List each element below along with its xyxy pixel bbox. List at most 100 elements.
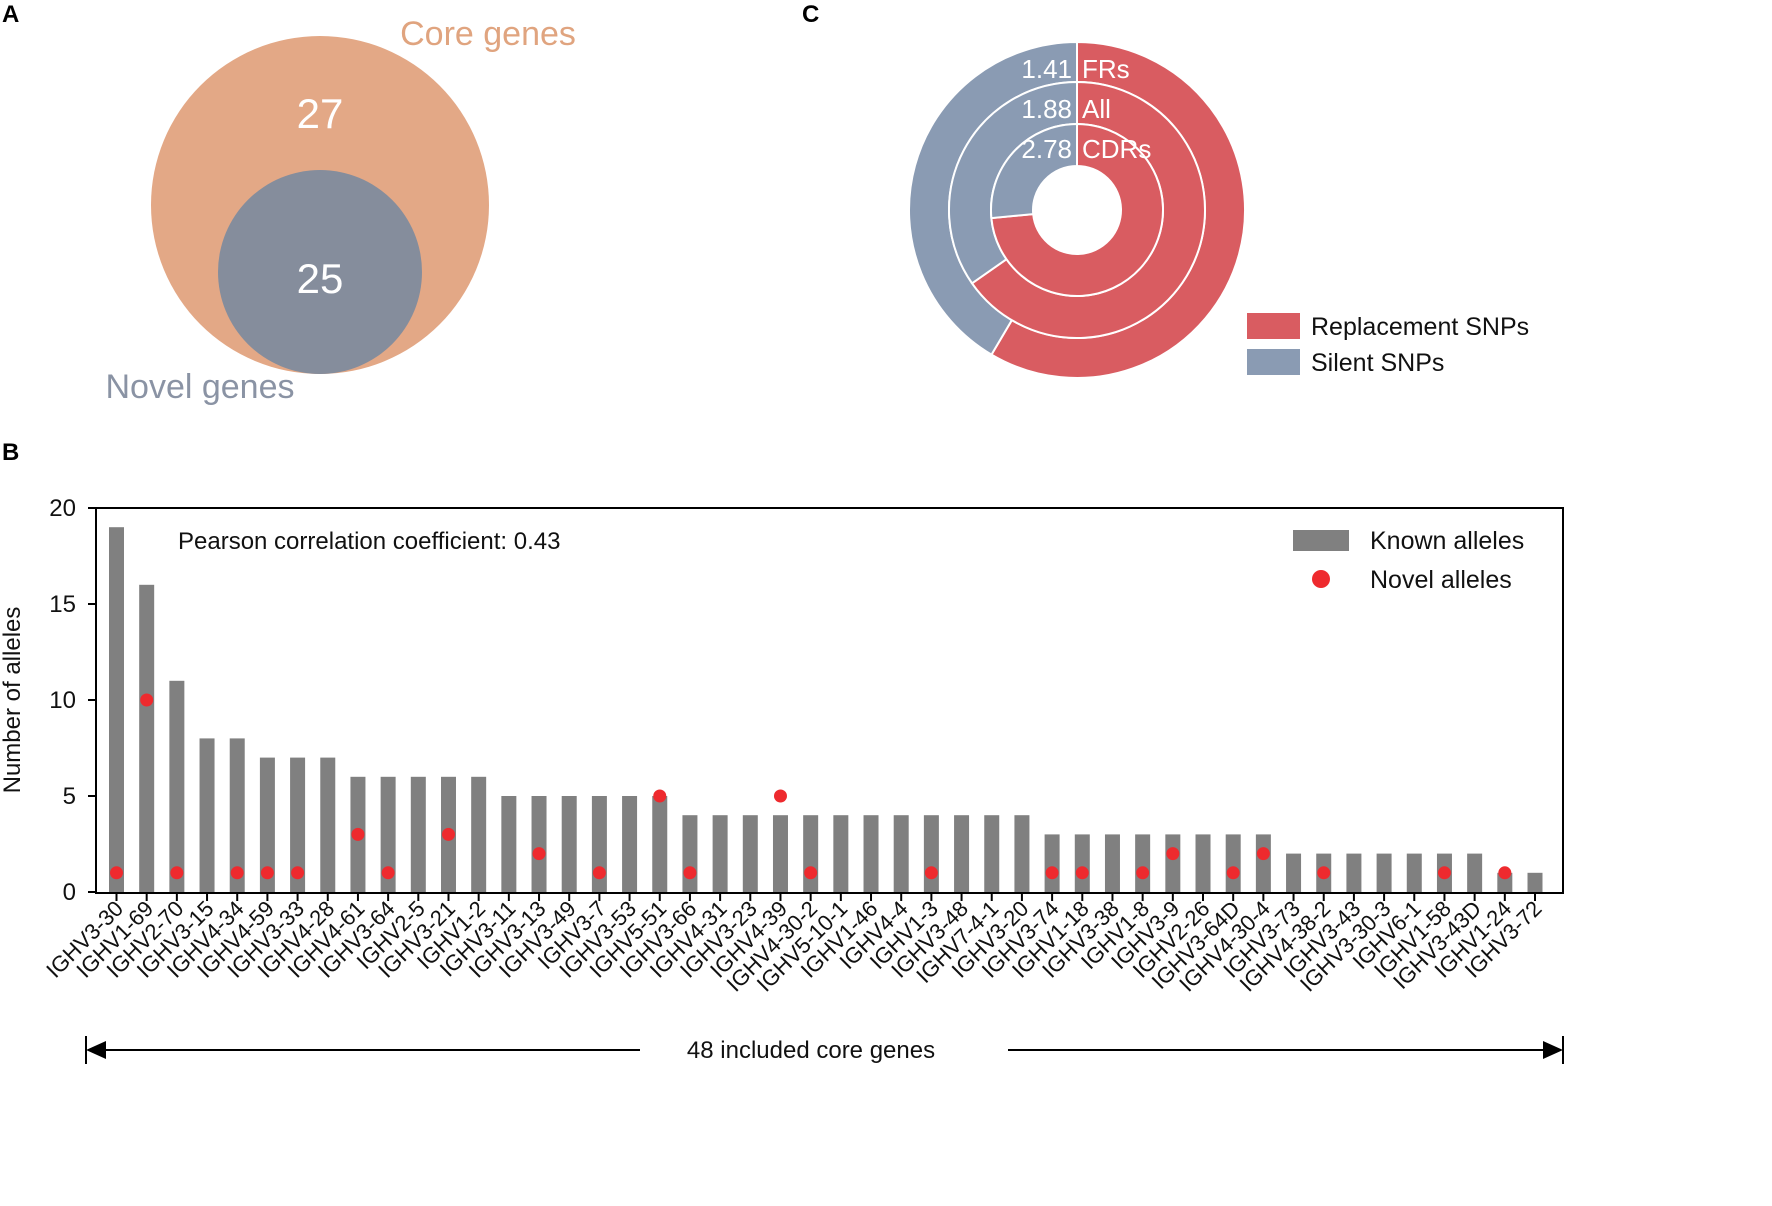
plot-frame — [95, 507, 1564, 894]
bar-IGHV1-18 — [1074, 834, 1090, 892]
donut-ring-name-frs: FRs — [1082, 54, 1130, 84]
bar-IGHV4-34 — [229, 738, 245, 892]
venn-diagram: Core genes 27 25 Novel genes — [105, 15, 575, 406]
bar-IGHV3-11 — [501, 796, 517, 892]
novel-dot-IGHV3-7 — [592, 866, 606, 880]
bar-IGHV6-1 — [1406, 853, 1422, 892]
bar-legend: Known alleles Novel alleles — [1293, 527, 1524, 594]
legend-silent-swatch — [1247, 349, 1300, 375]
bar-IGHV3-23 — [742, 815, 758, 892]
bar-IGHV2-5 — [410, 776, 426, 892]
y-axis-label: Number of alleles — [0, 607, 26, 794]
bar-IGHV2-70 — [169, 680, 185, 892]
bar-IGHV4-31 — [712, 815, 728, 892]
bar-IGHV3-20 — [1014, 815, 1030, 892]
novel-genes-circle — [218, 170, 422, 374]
donut-ring-name-cdrs: CDRs — [1082, 134, 1151, 164]
bar-IGHV3-73 — [1286, 853, 1302, 892]
bar-IGHV3-30-3 — [1376, 853, 1392, 892]
bar-IGHV1-69 — [139, 584, 155, 892]
bar-IGHV1-8 — [1135, 834, 1151, 892]
bar-IGHV4-39 — [772, 815, 788, 892]
bar-IGHV2-26 — [1195, 834, 1211, 892]
core-genes-label: Core genes — [400, 15, 576, 53]
bar-IGHV3-15 — [199, 738, 215, 892]
y-tick-label: 15 — [49, 591, 76, 618]
bar-IGHV1-2 — [471, 776, 487, 892]
legend-known-label: Known alleles — [1370, 527, 1524, 555]
novel-dot-IGHV3-9 — [1166, 847, 1180, 861]
novel-dot-IGHV4-59 — [260, 866, 274, 880]
bar-IGHV3-72 — [1527, 872, 1543, 892]
donut-chart: 1.41 FRs 1.88 All 2.78 CDRs — [908, 40, 1246, 379]
novel-dot-IGHV3-64D — [1226, 866, 1240, 880]
bar-IGHV4-30-4 — [1255, 834, 1271, 892]
bar-IGHV4-4 — [893, 815, 909, 892]
bar-IGHV3-33 — [290, 757, 306, 892]
donut-legend: Replacement SNPs Silent SNPs — [1247, 313, 1529, 377]
y-tick-label: 5 — [63, 783, 76, 810]
novel-dot-IGHV3-33 — [291, 866, 305, 880]
core-genes-count: 27 — [297, 90, 344, 137]
bracket-label: 48 included core genes — [687, 1037, 935, 1064]
bar-IGHV3-43 — [1346, 853, 1362, 892]
donut-replacement-cdrs — [990, 122, 1164, 297]
novel-dot-IGHV1-24 — [1498, 866, 1512, 880]
novel-dot-IGHV3-13 — [532, 847, 546, 861]
bar-IGHV3-64 — [380, 776, 396, 892]
core-genes-bracket: 48 included core genes — [85, 1036, 1564, 1064]
novel-dot-IGHV4-61 — [351, 827, 365, 841]
bar-IGHV4-30-2 — [803, 815, 819, 892]
panel-label-a: A — [2, 1, 19, 28]
novel-dot-IGHV1-58 — [1437, 866, 1451, 880]
novel-dot-IGHV3-74 — [1045, 866, 1059, 880]
y-axis: 0 5 10 15 20 — [49, 495, 96, 906]
donut-ratio-frs: 1.41 — [1021, 54, 1072, 84]
novel-dot-IGHV1-69 — [140, 693, 154, 707]
legend-replacement-swatch — [1247, 313, 1300, 339]
novel-dot-IGHV3-66 — [683, 866, 697, 880]
pearson-annotation: Pearson correlation coefficient: 0.43 — [178, 528, 560, 555]
novel-dot-IGHV4-30-4 — [1256, 847, 1270, 861]
legend-novel-label: Novel alleles — [1370, 566, 1512, 594]
novel-dot-IGHV2-70 — [170, 866, 184, 880]
bar-IGHV4-59 — [259, 757, 275, 892]
donut-silent-cdrs — [990, 122, 1078, 220]
novel-genes-count: 25 — [297, 255, 344, 302]
bar-IGHV4-28 — [320, 757, 336, 892]
bar-IGHV7-4-1 — [984, 815, 1000, 892]
x-axis-categories: IGHV3-30IGHV1-69IGHV2-70IGHV3-15IGHV4-34… — [41, 893, 1547, 997]
novel-dot-IGHV3-30 — [110, 866, 123, 880]
bar-IGHV3-48 — [954, 815, 970, 892]
legend-known-swatch — [1293, 530, 1349, 551]
panel-label-b: B — [2, 439, 19, 466]
bar-IGHV3-64D — [1225, 834, 1241, 892]
bar-IGHV3-53 — [622, 796, 638, 892]
y-tick-label: 0 — [63, 879, 76, 906]
y-tick-label: 10 — [49, 687, 76, 714]
panel-label-c: C — [802, 1, 819, 28]
novel-dot-IGHV1-3 — [924, 866, 938, 880]
novel-dot-IGHV4-39 — [773, 789, 787, 803]
bar-IGHV3-9 — [1165, 834, 1181, 892]
novel-dot-IGHV4-38-2 — [1317, 866, 1331, 880]
bar-IGHV5-51 — [652, 796, 668, 892]
novel-dot-IGHV3-64 — [381, 866, 395, 880]
bar-IGHV5-10-1 — [833, 815, 849, 892]
donut-ratio-all: 1.88 — [1021, 94, 1072, 124]
bar-IGHV3-43D — [1467, 853, 1483, 892]
donut-ring-name-all: All — [1082, 94, 1111, 124]
y-tick-label: 20 — [49, 495, 76, 522]
novel-dot-IGHV5-51 — [653, 789, 667, 803]
legend-silent-label: Silent SNPs — [1311, 349, 1444, 377]
novel-dot-IGHV4-30-2 — [804, 866, 818, 880]
novel-dot-IGHV4-34 — [230, 866, 244, 880]
bar-IGHV3-13 — [531, 796, 547, 892]
novel-genes-label: Novel genes — [105, 368, 294, 406]
bar-IGHV3-30 — [109, 527, 124, 892]
novel-dot-IGHV3-21 — [441, 827, 455, 841]
bar-IGHV3-38 — [1104, 834, 1120, 892]
bar-IGHV3-66 — [682, 815, 698, 892]
bar-IGHV1-46 — [863, 815, 879, 892]
